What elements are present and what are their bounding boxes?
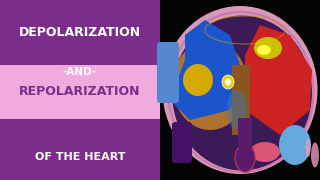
Ellipse shape xyxy=(225,78,231,86)
Ellipse shape xyxy=(254,37,282,59)
FancyBboxPatch shape xyxy=(157,42,179,103)
Ellipse shape xyxy=(172,15,312,170)
Ellipse shape xyxy=(163,6,317,174)
Text: REPOLARIZATION: REPOLARIZATION xyxy=(19,85,141,98)
Polygon shape xyxy=(170,20,245,120)
Ellipse shape xyxy=(183,64,213,96)
Polygon shape xyxy=(245,25,312,135)
Ellipse shape xyxy=(172,40,247,130)
Bar xyxy=(238,118,252,148)
Ellipse shape xyxy=(235,144,255,172)
Ellipse shape xyxy=(257,45,271,55)
Text: -AND-: -AND- xyxy=(63,67,97,77)
Bar xyxy=(232,65,250,135)
Bar xyxy=(160,0,320,180)
Bar xyxy=(0,65,160,119)
FancyBboxPatch shape xyxy=(172,122,192,163)
Text: DEPOLARIZATION: DEPOLARIZATION xyxy=(19,26,141,39)
Ellipse shape xyxy=(250,142,280,162)
Ellipse shape xyxy=(222,75,234,89)
Ellipse shape xyxy=(306,139,310,157)
Ellipse shape xyxy=(311,143,319,168)
Text: OF THE HEART: OF THE HEART xyxy=(35,152,125,162)
Ellipse shape xyxy=(279,125,311,165)
Bar xyxy=(0,0,160,180)
Ellipse shape xyxy=(227,90,247,130)
